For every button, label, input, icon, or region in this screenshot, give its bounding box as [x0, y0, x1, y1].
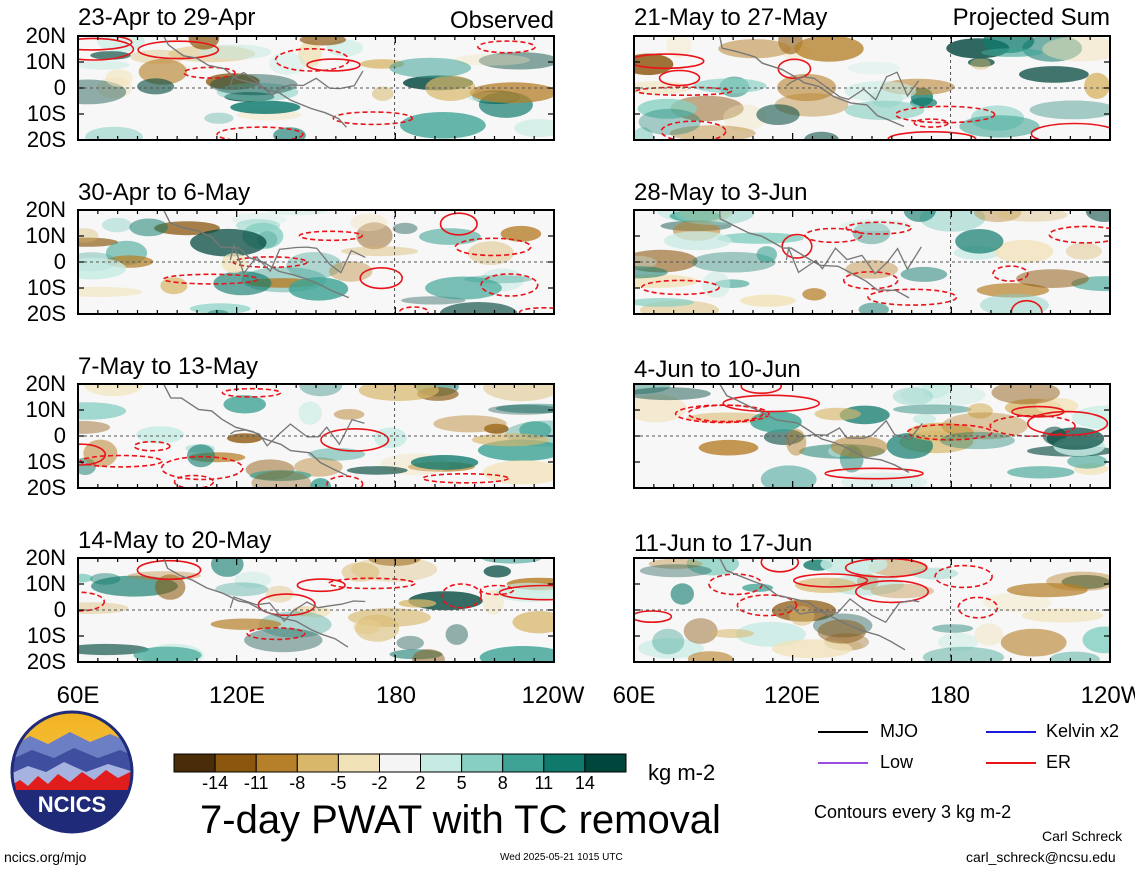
map-panel [77, 209, 555, 315]
colorbar-tick-label: 2 [415, 773, 426, 793]
colorbar-segment [461, 753, 504, 773]
legend-swatch-kelvin [986, 731, 1036, 733]
lat-label: 20S [26, 301, 66, 326]
lon-label: 60E [612, 682, 656, 709]
colorbar-tick-label: 8 [497, 773, 508, 793]
panel-title-obs-4: 14-May to 20-May [78, 527, 272, 554]
lat-label: 20N [25, 23, 66, 48]
colorbar-segment [255, 753, 298, 773]
lon-label: 120W [521, 682, 585, 709]
colorbar [173, 753, 627, 773]
colorbar-unit: kg m-2 [648, 760, 716, 785]
lon-label: 180 [375, 682, 417, 709]
logo-text: NCICS [38, 792, 106, 817]
legend-swatch-mjo [818, 731, 868, 733]
colorbar-tick-label: -2 [371, 773, 388, 793]
observed-label: Observed [449, 7, 554, 34]
map-panel [633, 557, 1111, 663]
lat-label: 0 [53, 597, 66, 622]
lat-label: 10S [26, 623, 66, 648]
map-panel [633, 35, 1111, 141]
lon-label: 120W [1080, 682, 1135, 709]
panel-title-obs-1: 23-Apr to 29-Apr [78, 4, 256, 31]
lat-label: 10N [25, 223, 66, 248]
lat-label: 10N [25, 397, 66, 422]
lon-label: 120E [763, 682, 821, 709]
map-panel [633, 209, 1111, 315]
legend-label-low: Low [880, 752, 914, 772]
legend-label-er: ER [1046, 752, 1072, 772]
main-title: 7-day PWAT with TC removal [200, 798, 721, 842]
panel-title-proj-2: 28-May to 3-Jun [634, 179, 808, 206]
colorbar-segment [173, 753, 216, 773]
lat-label: 10N [25, 49, 66, 74]
lat-label: 0 [53, 75, 66, 100]
lat-label: 10S [26, 449, 66, 474]
colorbar-segment [502, 753, 545, 773]
colorbar-segment [379, 753, 422, 773]
legend-label-kelvin: Kelvin x2 [1046, 721, 1120, 741]
panel-title-proj-1: 21-May to 27-May [634, 4, 828, 31]
lat-label: 0 [53, 423, 66, 448]
author-name: Carl Schreck [1042, 828, 1123, 844]
lat-label: 20N [25, 197, 66, 222]
colorbar-tick-label: 14 [574, 773, 595, 793]
lon-label: 60E [56, 682, 100, 709]
colorbar-tick-label: -8 [289, 773, 306, 793]
lon-label: 120E [208, 682, 266, 709]
colorbar-segment [214, 753, 257, 773]
lat-label: 0 [53, 249, 66, 274]
ncics-logo: NCICS [10, 710, 134, 834]
colorbar-tick-label: -5 [330, 773, 347, 793]
lat-label: 20S [26, 649, 66, 674]
colorbar-segment [543, 753, 586, 773]
panel-title-proj-3: 4-Jun to 10-Jun [634, 356, 801, 383]
colorbar-segment [420, 753, 463, 773]
colorbar-tick-label: -11 [243, 773, 269, 793]
map-panel [77, 383, 555, 489]
lat-label: 10S [26, 275, 66, 300]
panel-title-obs-2: 30-Apr to 6-May [78, 179, 251, 206]
timestamp: Wed 2025-05-21 1015 UTC [500, 852, 623, 863]
map-panels [77, 35, 1111, 663]
author-email[interactable]: carl_schreck@ncsu.edu [966, 849, 1116, 865]
colorbar-tick-label: -14 [202, 773, 229, 793]
source-url[interactable]: ncics.org/mjo [4, 849, 87, 865]
map-panel [633, 383, 1111, 489]
colorbar-tick-label: 5 [456, 773, 467, 793]
colorbar-segment [584, 753, 627, 773]
lat-label: 10N [25, 571, 66, 596]
contour-note: Contours every 3 kg m-2 [814, 802, 1012, 822]
legend-swatch-low [818, 762, 868, 764]
projected-sum-label: Projected Sum [952, 4, 1110, 31]
map-panel [77, 557, 555, 663]
lat-label: 20S [26, 127, 66, 152]
lon-label: 180 [929, 682, 971, 709]
panel-title-proj-4: 11-Jun to 17-Jun [634, 530, 813, 557]
legend-swatch-er [986, 762, 1036, 764]
lat-label: 20N [25, 371, 66, 396]
lat-label: 20N [25, 545, 66, 570]
map-panel [77, 35, 555, 141]
colorbar-tick-label: 11 [534, 773, 554, 793]
legend-label-mjo: MJO [880, 721, 918, 741]
colorbar-segment [296, 753, 339, 773]
panel-title-obs-3: 7-May to 13-May [78, 353, 259, 380]
lat-label: 20S [26, 475, 66, 500]
lat-label: 10S [26, 101, 66, 126]
colorbar-segment [337, 753, 380, 773]
